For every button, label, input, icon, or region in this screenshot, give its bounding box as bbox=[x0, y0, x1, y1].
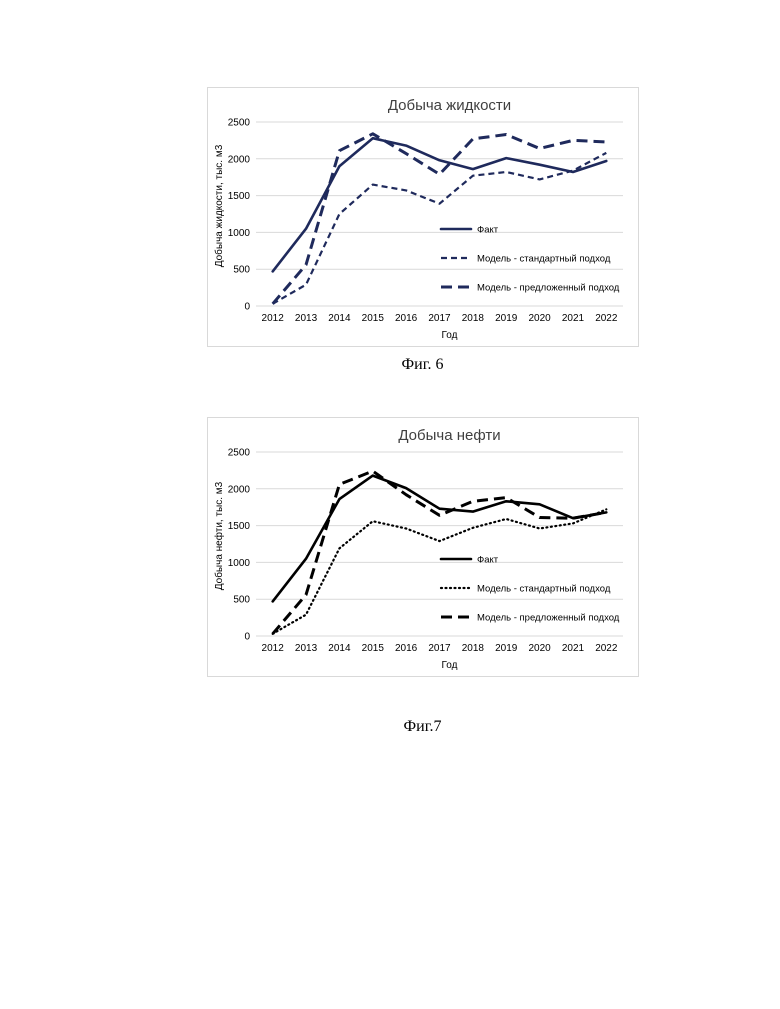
fig7-x-tick-label: 2020 bbox=[528, 643, 551, 654]
fig6-y-tick-label: 0 bbox=[244, 302, 250, 313]
fig7-y-tick-label: 2000 bbox=[228, 484, 251, 495]
fig6-y-axis-label: Добыча жидкости, тыс. м3 bbox=[213, 144, 225, 267]
fig6-y-tick-label: 2500 bbox=[228, 118, 251, 129]
fig7-x-tick-label: 2014 bbox=[328, 643, 351, 654]
fig6-x-tick-label: 2019 bbox=[495, 313, 518, 324]
fig7-x-axis-label: Год bbox=[442, 660, 458, 671]
fig6-x-tick-label: 2015 bbox=[362, 313, 385, 324]
fig6-legend-label-1: Модель - стандартный подход bbox=[477, 254, 611, 265]
fig6-x-tick-label: 2018 bbox=[462, 313, 485, 324]
fig7-y-tick-label: 1000 bbox=[228, 558, 251, 569]
fig6-series-line-1 bbox=[273, 153, 607, 304]
fig7-legend-label-1: Модель - стандартный подход bbox=[477, 584, 611, 595]
fig7-y-axis-label: Добыча нефти, тыс. м3 bbox=[213, 481, 225, 590]
chart-liquid-production: Добыча жидкости 0 500 1000 1500 2000 2500 2012 2… bbox=[207, 87, 639, 347]
fig7-y-tick-label: 0 bbox=[244, 632, 250, 643]
fig7-x-tick-label: 2019 bbox=[495, 643, 518, 654]
fig6-x-tick-label: 2016 bbox=[395, 313, 418, 324]
fig6-legend-label-0: Факт bbox=[477, 225, 499, 236]
fig7-y-tick-label: 500 bbox=[233, 595, 250, 606]
fig7-y-tick-label: 1500 bbox=[228, 521, 251, 532]
fig6-x-tick-label: 2020 bbox=[528, 313, 551, 324]
fig6-x-tick-label: 2013 bbox=[295, 313, 318, 324]
fig7-chart-title: Добыча нефти bbox=[398, 427, 500, 444]
fig7-y-tick-label: 2500 bbox=[228, 448, 251, 459]
fig6-legend-label-2: Модель - предложенный подход bbox=[477, 283, 620, 294]
fig7-x-tick-label: 2015 bbox=[362, 643, 385, 654]
figure-6-caption: Фиг. 6 bbox=[0, 356, 780, 374]
fig6-x-axis-label: Год bbox=[442, 330, 458, 341]
chart-oil-production: Добыча нефти 0 500 1000 1500 2000 2500 2012 2013… bbox=[207, 417, 639, 677]
fig7-legend-label-2: Модель - предложенный подход bbox=[477, 613, 620, 624]
fig7-x-tick-label: 2012 bbox=[262, 643, 285, 654]
fig6-y-tick-label: 1000 bbox=[228, 228, 251, 239]
fig7-x-tick-label: 2018 bbox=[462, 643, 485, 654]
fig7-x-tick-label: 2022 bbox=[595, 643, 618, 654]
liquid-production-chart-svg: Добыча жидкости 0 500 1000 1500 2000 2500 2012 2… bbox=[208, 88, 638, 346]
fig6-y-tick-label: 2000 bbox=[228, 154, 251, 165]
fig7-x-tick-label: 2016 bbox=[395, 643, 418, 654]
fig7-series-line-2 bbox=[273, 471, 607, 634]
fig6-y-tick-label: 500 bbox=[233, 265, 250, 276]
fig7-x-tick-label: 2013 bbox=[295, 643, 318, 654]
fig6-y-tick-label: 1500 bbox=[228, 191, 251, 202]
fig7-x-tick-label: 2021 bbox=[562, 643, 585, 654]
fig6-x-tick-label: 2022 bbox=[595, 313, 618, 324]
fig7-legend-label-0: Факт bbox=[477, 555, 499, 566]
fig7-x-tick-label: 2017 bbox=[428, 643, 451, 654]
figure-7-caption: Фиг.7 bbox=[0, 718, 780, 736]
fig6-x-tick-label: 2014 bbox=[328, 313, 351, 324]
oil-production-chart-svg: Добыча нефти 0 500 1000 1500 2000 2500 2012 2013… bbox=[208, 418, 638, 676]
fig6-x-tick-label: 2021 bbox=[562, 313, 585, 324]
fig6-chart-title: Добыча жидкости bbox=[388, 97, 511, 114]
fig6-x-tick-label: 2017 bbox=[428, 313, 451, 324]
fig6-x-tick-label: 2012 bbox=[262, 313, 285, 324]
